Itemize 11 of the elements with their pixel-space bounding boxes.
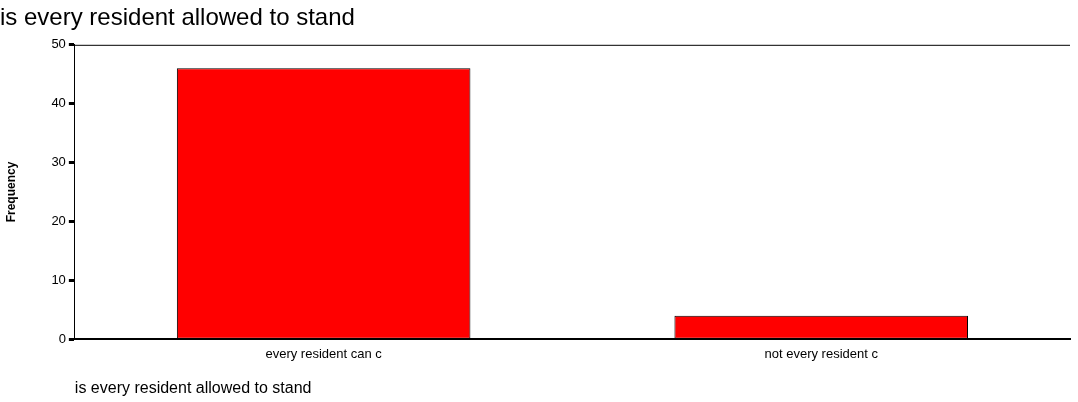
y-tick-label: 0 [58,330,66,346]
y-tick-label: 30 [51,154,66,170]
y-tick-label: 50 [51,36,66,52]
x-axis-title: is every resident allowed to stand [74,378,312,396]
y-tick-label: 20 [51,213,66,229]
y-axis-title: Frequency [3,161,18,223]
x-tick-label: not every resident c [764,345,879,361]
x-tick-label: every resident can c [265,345,383,361]
y-tick-label: 10 [51,271,66,287]
y-tick-label: 40 [51,95,66,111]
chart-title: is every resident allowed to stand [0,3,355,31]
